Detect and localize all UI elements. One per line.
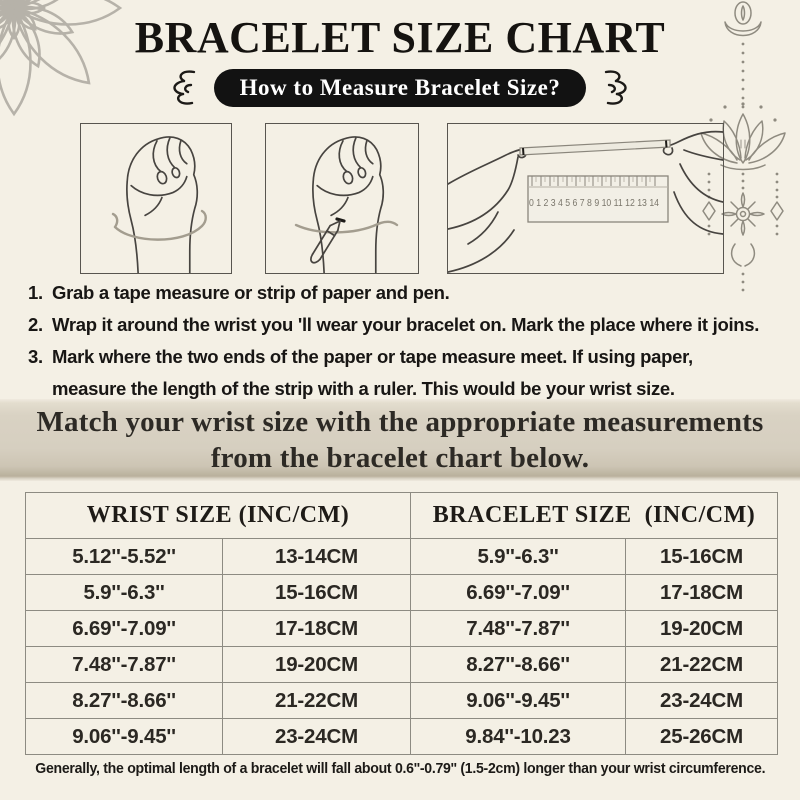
wrist-inches: 8.27''-8.66'' <box>25 682 223 719</box>
left-hand-icon <box>448 148 527 273</box>
wrist-wrap-illustration <box>80 123 232 274</box>
table-row: 9.06''-9.45'' 23-24CM 9.84''-10.23 25-26… <box>25 718 779 755</box>
instructions-list: 1. Grab a tape measure or strip of paper… <box>28 277 776 405</box>
ink-mark-icon <box>335 217 346 223</box>
wrist-cm: 17-18CM <box>222 610 411 647</box>
strip-end-marks-icon <box>522 140 668 156</box>
bracelet-cm: 23-24CM <box>624 682 779 719</box>
wrist-inches: 5.12''-5.52'' <box>25 538 223 575</box>
wrist-inches: 6.69''-7.09'' <box>25 610 223 647</box>
bracelet-cm: 15-16CM <box>624 538 779 575</box>
wrist-cm: 19-20CM <box>222 646 411 683</box>
bracelet-inches: 9.06''-9.45'' <box>410 682 626 719</box>
wrist-cm: 13-14CM <box>222 538 411 575</box>
pen-icon <box>310 220 341 264</box>
paper-strip-line-icon <box>294 220 399 234</box>
bracelet-cm: 17-18CM <box>624 574 779 611</box>
table-row: 7.48''-7.87'' 19-20CM 8.27''-8.66'' 21-2… <box>25 646 779 683</box>
step-number: 3. <box>28 346 43 367</box>
tape-measure-icon <box>111 209 207 241</box>
wrist-size-header: WRIST SIZE (INC/CM) <box>25 492 411 539</box>
bracelet-inches: 8.27''-8.66'' <box>410 646 626 683</box>
wrist-inches: 9.06''-9.45'' <box>25 718 223 755</box>
flourish-left-icon <box>172 70 195 105</box>
step-number: 2. <box>28 314 43 335</box>
ruler-numbers: 0 1 2 3 4 5 6 7 8 9 10 11 12 13 14 <box>529 197 659 209</box>
match-size-banner: Match your wrist size with the appropria… <box>0 399 800 481</box>
bracelet-inches: 6.69''-7.09'' <box>410 574 626 611</box>
wrist-mark-illustration <box>265 123 419 274</box>
badge-row: How to Measure Bracelet Size? <box>0 68 800 108</box>
bracelet-inches: 7.48''-7.87'' <box>410 610 626 647</box>
footnote-text: Generally, the optimal length of a brace… <box>35 760 765 777</box>
step-number: 1. <box>28 282 43 303</box>
table-row: 6.69''-7.09'' 17-18CM 7.48''-7.87'' 19-2… <box>25 610 779 647</box>
step-3: 3. Mark where the two ends of the paper … <box>28 341 776 405</box>
ruler-measure-illustration: 0 1 2 3 4 5 6 7 8 9 10 11 12 13 14 <box>447 123 724 274</box>
footnote: Generally, the optimal length of a brace… <box>0 760 800 778</box>
step-2: 2. Wrap it around the wrist you 'll wear… <box>28 309 776 341</box>
fist-hand-icon <box>127 137 197 273</box>
banner-text: Match your wrist size with the appropria… <box>36 406 764 474</box>
step-text: Grab a tape measure or strip of paper an… <box>52 282 450 303</box>
bracelet-inches: 5.9''-6.3'' <box>410 538 626 575</box>
table-header-row: WRIST SIZE (INC/CM) BRACELET SIZE (INC/C… <box>25 492 779 539</box>
table-row: 5.12''-5.52'' 13-14CM 5.9''-6.3'' 15-16C… <box>25 538 779 575</box>
bracelet-cm: 19-20CM <box>624 610 779 647</box>
wrist-inches: 5.9''-6.3'' <box>25 574 223 611</box>
right-hand-icon <box>662 130 723 235</box>
bracelet-cm: 25-26CM <box>624 718 779 755</box>
step-text: Mark where the two ends of the paper or … <box>52 346 693 399</box>
table-row: 5.9''-6.3'' 15-16CM 6.69''-7.09'' 17-18C… <box>25 574 779 611</box>
page-title: BRACELET SIZE CHART <box>134 13 666 62</box>
bracelet-inches: 9.84''-10.23 <box>410 718 626 755</box>
step-1: 1. Grab a tape measure or strip of paper… <box>28 277 776 309</box>
how-to-measure-badge: How to Measure Bracelet Size? <box>213 69 587 107</box>
ruler-icon: 0 1 2 3 4 5 6 7 8 9 10 11 12 13 14 <box>527 175 669 223</box>
wrist-cm: 23-24CM <box>222 718 411 755</box>
bracelet-cm: 21-22CM <box>624 646 779 683</box>
step-text: Wrap it around the wrist you 'll wear yo… <box>52 314 760 335</box>
flourish-right-icon <box>605 70 628 105</box>
size-conversion-table: WRIST SIZE (INC/CM) BRACELET SIZE (INC/C… <box>25 492 779 755</box>
wrist-inches: 7.48''-7.87'' <box>25 646 223 683</box>
paper-strip-icon <box>519 139 671 156</box>
wrist-cm: 15-16CM <box>222 574 411 611</box>
bracelet-size-header: BRACELET SIZE (INC/CM) <box>409 492 779 539</box>
wrist-cm: 21-22CM <box>222 682 411 719</box>
table-row: 8.27''-8.66'' 21-22CM 9.06''-9.45'' 23-2… <box>25 682 779 719</box>
